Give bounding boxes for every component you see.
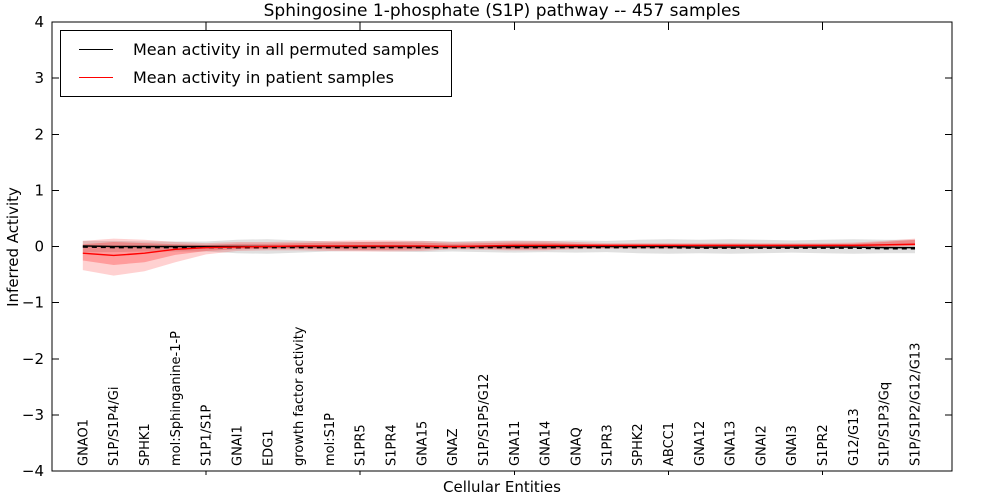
y-tick-label: −3 <box>22 406 44 424</box>
x-axis-label: Cellular Entities <box>443 478 561 496</box>
y-tick-label: −2 <box>22 350 44 368</box>
x-category-label: S1P/S1P4/Gi <box>107 387 122 466</box>
x-category-label: SPHK2 <box>631 423 646 466</box>
chart-title: Sphingosine 1-phosphate (S1P) pathway --… <box>264 1 741 21</box>
x-category-label: S1P1/S1P <box>200 404 215 466</box>
y-tick-label: 4 <box>34 13 44 31</box>
x-category-label: mol:S1P <box>323 413 338 466</box>
y-tick-label: −1 <box>22 294 44 312</box>
legend: Mean activity in all permuted samples Me… <box>60 30 453 97</box>
x-category-label: GNAO1 <box>76 419 91 466</box>
legend-line-permuted-samples <box>79 49 113 50</box>
x-category-label: GNAI1 <box>230 425 245 466</box>
legend-label: Mean activity in patient samples <box>133 68 394 87</box>
x-category-label: GNA15 <box>415 421 430 466</box>
legend-item: Mean activity in all permuted samples <box>63 40 439 59</box>
x-category-label: GNAZ <box>446 428 461 466</box>
x-category-label: S1PR2 <box>816 424 831 466</box>
y-tick-label: 1 <box>34 181 44 199</box>
x-category-label: GNA13 <box>724 421 739 466</box>
x-category-label: SPHK1 <box>138 423 153 466</box>
x-category-label: S1P/S1P5/G12 <box>477 374 492 466</box>
series-line-mean-activity-in-all-permuted-samples <box>82 245 916 249</box>
x-category-label: growth factor activity <box>292 326 307 466</box>
y-tick-label: 3 <box>34 69 44 87</box>
x-category-label: GNA12 <box>693 421 708 466</box>
legend-label: Mean activity in all permuted samples <box>133 40 440 59</box>
x-category-label: S1PR5 <box>354 424 369 466</box>
x-category-label: S1PR4 <box>385 424 400 466</box>
y-axis-label: Inferred Activity <box>4 187 22 307</box>
x-category-label: S1P/S1P3/Gq <box>878 382 893 466</box>
legend-line-patient-samples <box>79 77 113 78</box>
x-category-label: GNAQ <box>569 427 584 466</box>
x-category-label: ABCC1 <box>662 422 677 466</box>
x-category-label: GNAI3 <box>785 425 800 466</box>
x-category-label: S1P/S1P2/G12/G13 <box>909 343 924 466</box>
x-category-label: GNA14 <box>539 421 554 466</box>
x-category-label: mol:Sphinganine-1-P <box>169 331 184 466</box>
x-category-label: G12/G13 <box>847 408 862 466</box>
x-category-label: GNAI2 <box>754 425 769 466</box>
x-category-label: S1PR3 <box>600 424 615 466</box>
series-line-mean-activity-in-patient-samples <box>82 243 916 257</box>
y-tick-label: −4 <box>22 462 44 480</box>
legend-item: Mean activity in patient samples <box>63 68 439 87</box>
y-tick-label: 0 <box>34 238 44 256</box>
y-tick-label: 2 <box>34 125 44 143</box>
x-category-label: EDG1 <box>261 429 276 466</box>
x-category-label: GNA11 <box>508 421 523 466</box>
